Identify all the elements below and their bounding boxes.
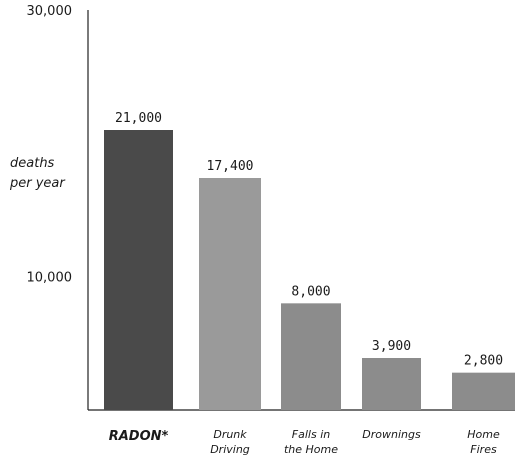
bars [104, 130, 515, 410]
bar-value-label: 2,800 [464, 354, 503, 369]
bar-falls-in-the-home [281, 303, 341, 410]
bar-value-label: 8,000 [291, 284, 330, 299]
bar-value-label: 21,000 [115, 111, 162, 126]
bar-drunk-driving [199, 178, 261, 410]
bar-home-fires [452, 372, 515, 410]
category-label: Drownings [362, 428, 421, 441]
value-labels: 21,000 17,400 8,000 3,900 2,800 [115, 111, 503, 369]
bar-drownings [362, 358, 421, 410]
category-labels: RADON* Drunk Driving Falls in the Home Drowni… [109, 428, 500, 456]
y-axis: 10,000 30,000 deaths per year [9, 4, 515, 411]
category-label: RADON* [109, 429, 169, 444]
y-tick-label: 30,000 [27, 4, 73, 19]
bar-value-label: 3,900 [372, 339, 411, 354]
y-axis-title: deaths per year [9, 156, 66, 191]
category-label: Home Fires [467, 428, 500, 456]
bar-radon [104, 130, 173, 410]
category-label: Falls in the Home [284, 428, 338, 456]
category-label: Drunk Driving [210, 428, 250, 456]
bar-value-label: 17,400 [207, 159, 254, 174]
y-tick-label: 10,000 [27, 271, 73, 286]
